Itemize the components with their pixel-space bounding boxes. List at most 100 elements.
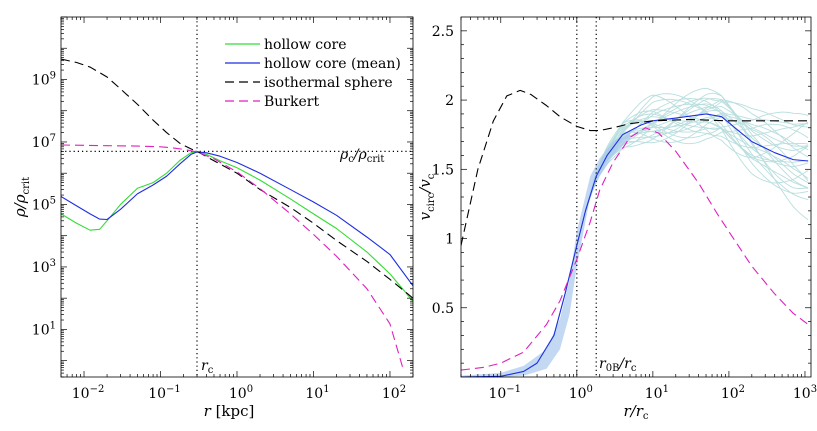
r0b-slash: /r bbox=[617, 356, 632, 372]
left-x-tick-label-0: 100 bbox=[229, 384, 253, 402]
right-y-tick-label-0-5: 0.5 bbox=[432, 301, 454, 317]
left-y-tick-label-5-base: 10 bbox=[32, 197, 50, 213]
left-y-tick-label-1: 101 bbox=[32, 320, 56, 338]
bundle-curve bbox=[461, 98, 809, 377]
left-x-tick-label-1-exp: 1 bbox=[323, 384, 329, 395]
right-x-tick-label-1: 10−1 bbox=[488, 384, 521, 402]
right-x-tick-label-0-base: 10 bbox=[569, 386, 587, 402]
left-y-tick-label-1-base: 10 bbox=[32, 322, 50, 338]
left-y-tick-label-7-base: 10 bbox=[32, 135, 50, 151]
right-y-tick-label-2: 2 bbox=[445, 93, 454, 109]
left-ticks bbox=[60, 16, 414, 378]
r0b-annotation: r0B/rc bbox=[599, 356, 637, 374]
rho-c-num: ρ bbox=[339, 147, 349, 163]
left-x-tick-label-2-base: 10 bbox=[72, 386, 90, 402]
right-band bbox=[461, 130, 630, 377]
right-x-tick-label-1-exp: −1 bbox=[506, 384, 521, 395]
legend-label-hollow-core: hollow core bbox=[264, 37, 347, 53]
right-x-tick-label-2-base: 10 bbox=[721, 386, 739, 402]
right-y-axis-num: v bbox=[416, 211, 434, 220]
series-line-right-hollow-core-mean bbox=[461, 113, 809, 377]
left-x-tick-label-1-exp: −1 bbox=[166, 384, 181, 395]
right-series bbox=[461, 89, 809, 377]
left-y-tick-label-5: 105 bbox=[32, 195, 56, 213]
right-x-tick-label-3-base: 10 bbox=[793, 386, 811, 402]
right-x-tick-label-0-exp: 0 bbox=[587, 384, 593, 395]
left-x-tick-label-2-exp: 2 bbox=[400, 384, 406, 395]
right-x-axis-label: r/rc bbox=[623, 402, 648, 422]
bundle-curve bbox=[461, 98, 809, 377]
bundle-curve bbox=[461, 116, 809, 377]
right-bundle bbox=[461, 87, 809, 377]
legend-label-hollow-core-mean: hollow core (mean) bbox=[264, 56, 401, 72]
left-x-tick-label-1-base: 10 bbox=[305, 386, 323, 402]
bundle-curve bbox=[461, 92, 809, 377]
left-x-tick-label-1: 101 bbox=[305, 384, 329, 402]
right-x-tick-label-2-exp: 2 bbox=[739, 384, 745, 395]
rho-c-den-sub: crit bbox=[367, 154, 385, 165]
rc-annotation: rc bbox=[201, 358, 214, 376]
left-x-tick-label-2-base: 10 bbox=[382, 386, 400, 402]
right-y-axis-label: vcirc/vc bbox=[416, 173, 437, 220]
rho-c-num-sub: c bbox=[348, 154, 354, 165]
right-y-axis-slash: /v bbox=[416, 179, 434, 195]
right-x-tick-label-1-base: 10 bbox=[488, 386, 506, 402]
right-x-tick-label-0: 100 bbox=[569, 384, 593, 402]
left-series bbox=[61, 58, 413, 371]
right-y-tick-label-2-5: 2.5 bbox=[432, 24, 454, 40]
left-y-axis-label: ρ/ρcrit bbox=[11, 177, 32, 218]
left-y-tick-label-3-exp: 3 bbox=[50, 258, 56, 269]
rho-c-annotation: ρc/ρcrit bbox=[339, 147, 384, 165]
bundle-curve bbox=[461, 112, 809, 377]
left-y-tick-label-7: 107 bbox=[32, 133, 56, 151]
bundle-curve bbox=[461, 94, 809, 377]
left-y-tick-label-3-base: 10 bbox=[32, 260, 50, 276]
left-x-tick-label-2: 10−2 bbox=[72, 384, 105, 402]
r0b-base: r bbox=[599, 356, 607, 372]
right-y-axis-den-sub: c bbox=[426, 173, 437, 179]
legend-entry-hollow-core: hollow core bbox=[225, 37, 347, 53]
legend-entry-hollow-core-mean: hollow core (mean) bbox=[225, 56, 401, 72]
right-x-tick-label-3-exp: 3 bbox=[811, 384, 817, 395]
right-x-axis-sub: c bbox=[643, 411, 649, 422]
legend-entry-burkert: Burkert bbox=[225, 94, 319, 110]
right-x-tick-label-2: 102 bbox=[721, 384, 745, 402]
left-y-tick-label-9-base: 10 bbox=[32, 72, 50, 88]
left-x-tick-label-2-exp: −2 bbox=[90, 384, 105, 395]
right-y-tick-label-1: 1 bbox=[445, 232, 454, 248]
series-line-left-hollow-core bbox=[61, 150, 413, 302]
legend: hollow core hollow core (mean) isotherma… bbox=[216, 30, 401, 116]
left-y-axis-sub: crit bbox=[21, 177, 32, 195]
left-y-tick-label-1-exp: 1 bbox=[50, 320, 56, 331]
r0b-den-sub: c bbox=[631, 363, 637, 374]
bundle-curve bbox=[461, 121, 809, 377]
series-line-right-isothermal-sphere bbox=[461, 89, 809, 246]
right-x-tick-label-1-base: 10 bbox=[645, 386, 663, 402]
series-line-left-burkert bbox=[61, 144, 404, 371]
left-y-tick-label-5-exp: 5 bbox=[50, 195, 56, 206]
left-reference-lines bbox=[61, 17, 413, 377]
left-x-tick-label-0-base: 10 bbox=[229, 386, 247, 402]
rho-c-slash: /ρ bbox=[352, 147, 368, 163]
left-y-tick-label-9: 109 bbox=[32, 70, 56, 88]
right-x-tick-label-3: 103 bbox=[793, 384, 817, 402]
right-plot-frame bbox=[460, 16, 812, 378]
right-reference-lines bbox=[576, 17, 597, 377]
left-x-tick-label-2: 102 bbox=[382, 384, 406, 402]
right-y-axis-num-sub: circ bbox=[426, 192, 437, 212]
series-line-right-burkert bbox=[461, 127, 809, 371]
right-x-axis-num: r/r bbox=[623, 402, 643, 420]
right-x-tick-label-1-exp: 1 bbox=[663, 384, 669, 395]
bundle-curve bbox=[461, 114, 809, 377]
legend-entry-isothermal-sphere: isothermal sphere bbox=[225, 75, 393, 91]
left-y-axis-num: ρ/ρ bbox=[11, 194, 29, 218]
left-x-axis-symbol: r bbox=[204, 402, 212, 420]
bundle-curve bbox=[461, 103, 809, 377]
series-line-left-isothermal-sphere bbox=[61, 58, 413, 299]
legend-label-burkert: Burkert bbox=[264, 94, 319, 110]
